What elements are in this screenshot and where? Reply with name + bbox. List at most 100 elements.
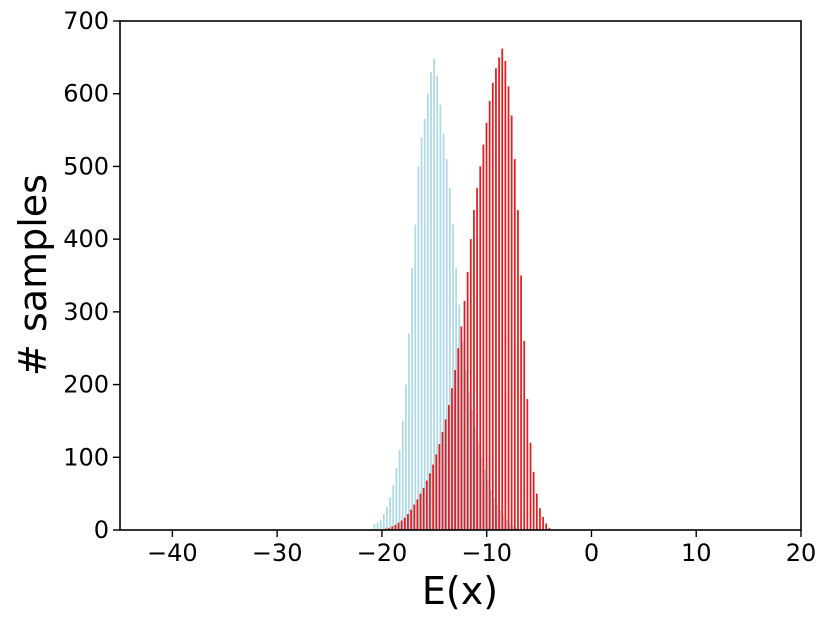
histogram-bar — [414, 224, 417, 530]
x-tick-label: 20 — [786, 539, 817, 567]
histogram-bar — [419, 493, 422, 530]
histogram-bar — [395, 468, 398, 530]
histogram-bar — [425, 480, 428, 530]
histogram-bar — [502, 515, 505, 530]
y-tick-label: 400 — [63, 225, 109, 253]
histogram-bar — [389, 497, 391, 530]
histogram-bar — [532, 471, 535, 530]
plot-frame — [119, 20, 802, 531]
x-tick-label: −10 — [461, 539, 512, 567]
series-1 — [381, 48, 551, 531]
histogram-bar — [441, 431, 444, 530]
histogram-bar — [476, 188, 478, 531]
histogram-bar — [392, 484, 395, 530]
histogram-bar — [417, 166, 420, 530]
histogram-bar — [535, 493, 538, 530]
histogram-bar — [447, 404, 450, 530]
x-tick-label: 0 — [584, 539, 599, 567]
histogram-bar — [539, 508, 541, 530]
histogram-bar — [411, 268, 413, 530]
histogram-bar — [442, 133, 445, 530]
y-tick-label: 600 — [63, 80, 109, 108]
y-tick-label: 100 — [63, 443, 109, 471]
histogram-bar — [403, 517, 406, 530]
histogram-bar — [448, 188, 451, 531]
y-tick-label: 0 — [94, 516, 109, 544]
histogram-bar — [470, 410, 473, 530]
histogram-bar — [458, 304, 461, 530]
y-axis-label: # samples — [11, 174, 55, 376]
histogram-bar — [489, 490, 492, 530]
histogram-bar — [482, 144, 485, 531]
histogram-bar — [416, 499, 419, 530]
y-tick-label: 200 — [63, 371, 109, 399]
histogram-bar — [517, 210, 519, 530]
histogram-bar — [386, 506, 388, 530]
histogram-bar — [466, 271, 469, 530]
histogram-bar — [451, 388, 453, 530]
x-tick-label: −40 — [147, 539, 198, 567]
histogram-bar — [486, 480, 489, 530]
histogram-bar — [432, 464, 434, 530]
histogram-bar — [420, 137, 423, 530]
histogram-bar — [435, 454, 438, 530]
histogram-bar — [473, 210, 475, 530]
histogram-bar — [545, 523, 548, 530]
histogram-bar — [526, 399, 529, 530]
histogram-bar — [467, 391, 470, 530]
histogram-bar — [433, 58, 435, 531]
histogram-bar — [520, 275, 522, 530]
histogram-bar — [483, 470, 486, 530]
histogram-bar — [388, 527, 390, 530]
histogram-bar — [438, 444, 441, 530]
histogram-bar — [400, 520, 403, 530]
histogram-bar — [379, 519, 382, 530]
x-axis-label: E(x) — [422, 569, 498, 613]
histogram-bar — [480, 457, 483, 530]
histogram-bar — [504, 60, 507, 531]
histogram-bar — [492, 498, 495, 530]
histogram-bar — [410, 509, 412, 530]
histogram-bar — [501, 48, 504, 530]
y-tick-label: 300 — [63, 298, 109, 326]
histogram-bar — [423, 119, 426, 530]
histogram-bar — [529, 442, 532, 530]
histogram-bar — [398, 450, 401, 530]
histogram-bar — [422, 487, 425, 530]
histogram-bar — [488, 100, 491, 531]
histogram-bar — [444, 419, 447, 530]
histogram-bar — [408, 333, 410, 530]
histogram-bar — [479, 166, 482, 530]
histogram-bar — [429, 473, 431, 530]
histogram-bar — [548, 527, 551, 530]
histogram-bar — [496, 504, 498, 530]
histogram-bar — [461, 340, 464, 530]
x-axis: −40 −30 −20 −10 0 10 20 — [147, 530, 816, 567]
histogram-bar — [510, 115, 513, 530]
histogram-bar — [439, 104, 442, 531]
histogram-bar — [507, 86, 510, 530]
histogram-bar — [464, 370, 467, 530]
histogram-bar — [498, 57, 500, 531]
histogram-bar — [376, 522, 379, 530]
histogram-bar — [495, 68, 497, 530]
histogram-bar — [407, 514, 409, 530]
histogram-bar — [391, 526, 394, 530]
histogram-bar — [452, 224, 454, 530]
y-tick-label: 700 — [63, 7, 109, 35]
histogram-bar — [404, 384, 407, 530]
histogram-bar — [505, 519, 508, 530]
bars-layer — [373, 48, 551, 531]
histogram-bar — [413, 504, 416, 530]
histogram-bar — [401, 420, 404, 530]
histogram-bar — [514, 527, 517, 530]
histogram-bar — [457, 348, 460, 530]
histogram-bar — [454, 370, 456, 530]
histogram-bar — [511, 526, 514, 530]
histogram-bar — [426, 93, 429, 531]
histogram-bar — [469, 239, 472, 530]
histogram-bar — [491, 82, 494, 530]
histogram-bar — [455, 268, 457, 530]
